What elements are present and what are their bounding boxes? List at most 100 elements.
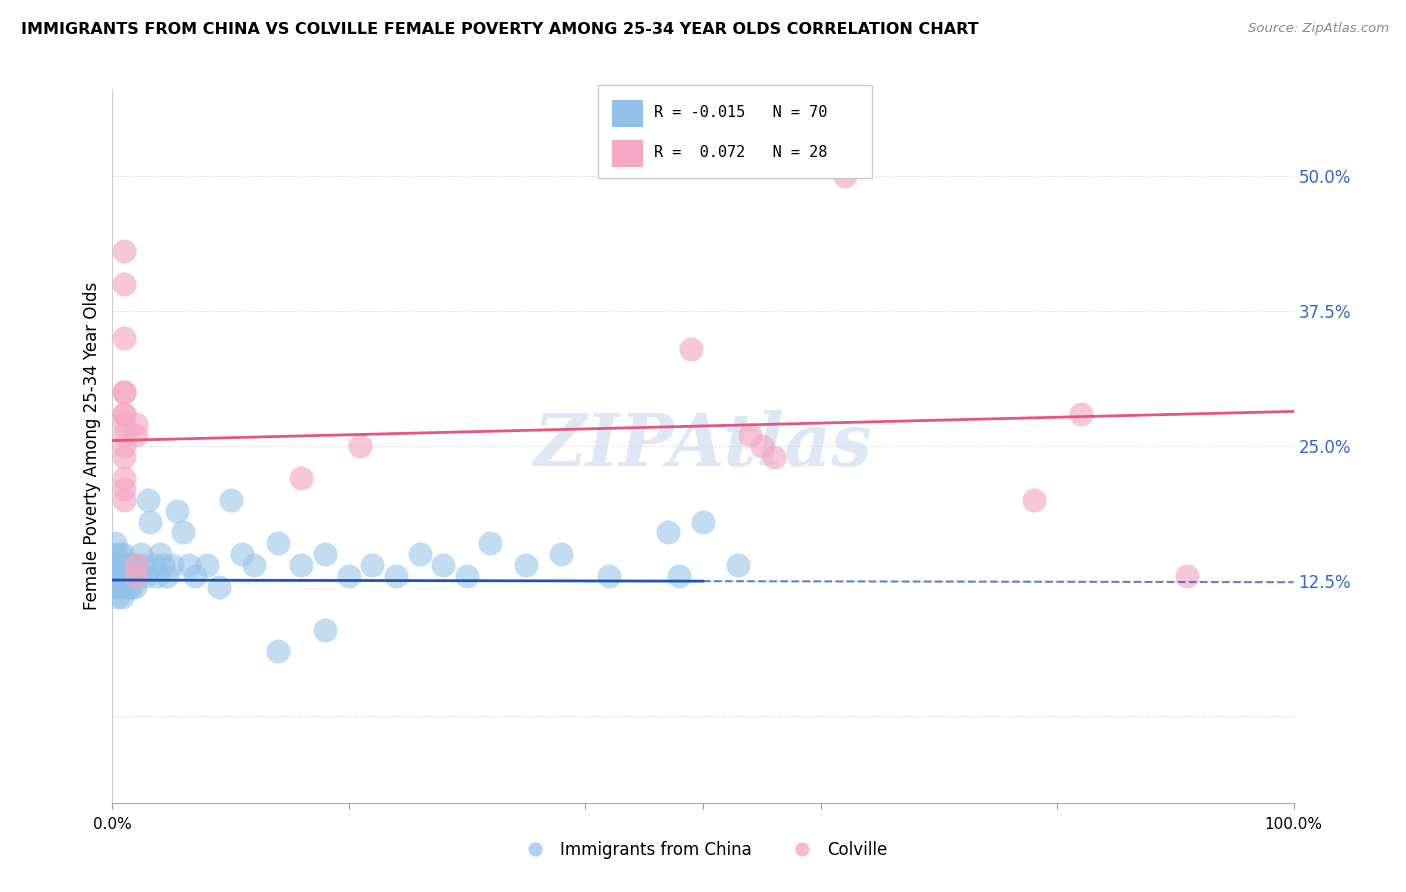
Point — [361, 558, 384, 572]
Point — [125, 417, 148, 432]
Point — [107, 558, 129, 572]
Point — [160, 558, 183, 572]
Point — [114, 580, 136, 594]
Point — [121, 558, 143, 572]
Legend: Immigrants from China, Colville: Immigrants from China, Colville — [512, 835, 894, 866]
Text: Source: ZipAtlas.com: Source: ZipAtlas.com — [1249, 22, 1389, 36]
Point — [105, 547, 128, 561]
Point — [751, 439, 773, 453]
Point — [112, 277, 135, 291]
Point — [127, 568, 149, 582]
Point — [479, 536, 502, 550]
Point — [727, 558, 749, 572]
Point — [111, 568, 134, 582]
Point — [108, 568, 131, 582]
Point — [762, 450, 785, 464]
Point — [105, 568, 128, 582]
Point — [267, 644, 290, 658]
Point — [120, 568, 142, 582]
Point — [172, 525, 194, 540]
Point — [125, 558, 148, 572]
Point — [112, 558, 135, 572]
Point — [125, 558, 148, 572]
Point — [118, 558, 141, 572]
Text: IMMIGRANTS FROM CHINA VS COLVILLE FEMALE POVERTY AMONG 25-34 YEAR OLDS CORRELATI: IMMIGRANTS FROM CHINA VS COLVILLE FEMALE… — [21, 22, 979, 37]
Point — [112, 331, 135, 345]
Point — [112, 439, 135, 453]
Point — [142, 558, 165, 572]
Point — [166, 504, 188, 518]
Point — [108, 547, 131, 561]
Point — [129, 547, 152, 561]
Point — [112, 407, 135, 421]
Point — [290, 471, 312, 485]
Point — [139, 515, 162, 529]
Point — [432, 558, 454, 572]
Point — [112, 493, 135, 508]
Point — [107, 580, 129, 594]
Point — [135, 568, 157, 582]
Point — [132, 558, 155, 572]
Point — [179, 558, 201, 572]
Y-axis label: Female Poverty Among 25-34 Year Olds: Female Poverty Among 25-34 Year Olds — [83, 282, 101, 610]
Point — [112, 417, 135, 432]
Point — [314, 623, 336, 637]
Point — [349, 439, 371, 453]
Point — [550, 547, 572, 561]
Point — [231, 547, 253, 561]
Point — [115, 568, 138, 582]
Point — [105, 580, 128, 594]
Point — [1070, 407, 1092, 421]
Point — [834, 169, 856, 183]
Point — [598, 568, 620, 582]
Point — [243, 558, 266, 572]
Point — [112, 580, 135, 594]
Point — [152, 558, 174, 572]
Point — [314, 547, 336, 561]
Point — [112, 471, 135, 485]
Point — [136, 493, 159, 508]
Text: R = -0.015   N = 70: R = -0.015 N = 70 — [654, 105, 827, 120]
Point — [740, 428, 762, 442]
Point — [122, 568, 145, 582]
Point — [117, 580, 139, 594]
Point — [149, 547, 172, 561]
Point — [110, 558, 132, 572]
Point — [125, 428, 148, 442]
Point — [156, 568, 179, 582]
Point — [112, 547, 135, 561]
Text: R =  0.072   N = 28: R = 0.072 N = 28 — [654, 145, 827, 160]
Point — [112, 384, 135, 399]
Point — [112, 482, 135, 496]
Point — [146, 568, 169, 582]
Point — [208, 580, 231, 594]
Point — [117, 558, 139, 572]
Point — [112, 384, 135, 399]
Point — [104, 536, 127, 550]
Point — [105, 591, 128, 605]
Point — [408, 547, 430, 561]
Point — [112, 568, 135, 582]
Point — [111, 591, 134, 605]
Point — [456, 568, 478, 582]
Point — [1022, 493, 1045, 508]
Point — [681, 342, 703, 356]
Point — [657, 525, 679, 540]
Point — [195, 558, 218, 572]
Point — [184, 568, 207, 582]
Point — [112, 244, 135, 259]
Point — [337, 568, 360, 582]
Point — [668, 568, 690, 582]
Point — [125, 568, 148, 582]
Point — [110, 580, 132, 594]
Point — [515, 558, 537, 572]
Point — [120, 580, 142, 594]
Point — [219, 493, 242, 508]
Point — [1175, 568, 1198, 582]
Point — [112, 407, 135, 421]
Point — [692, 515, 714, 529]
Text: ZIPAtlas: ZIPAtlas — [534, 410, 872, 482]
Point — [112, 450, 135, 464]
Point — [290, 558, 312, 572]
Point — [104, 568, 127, 582]
